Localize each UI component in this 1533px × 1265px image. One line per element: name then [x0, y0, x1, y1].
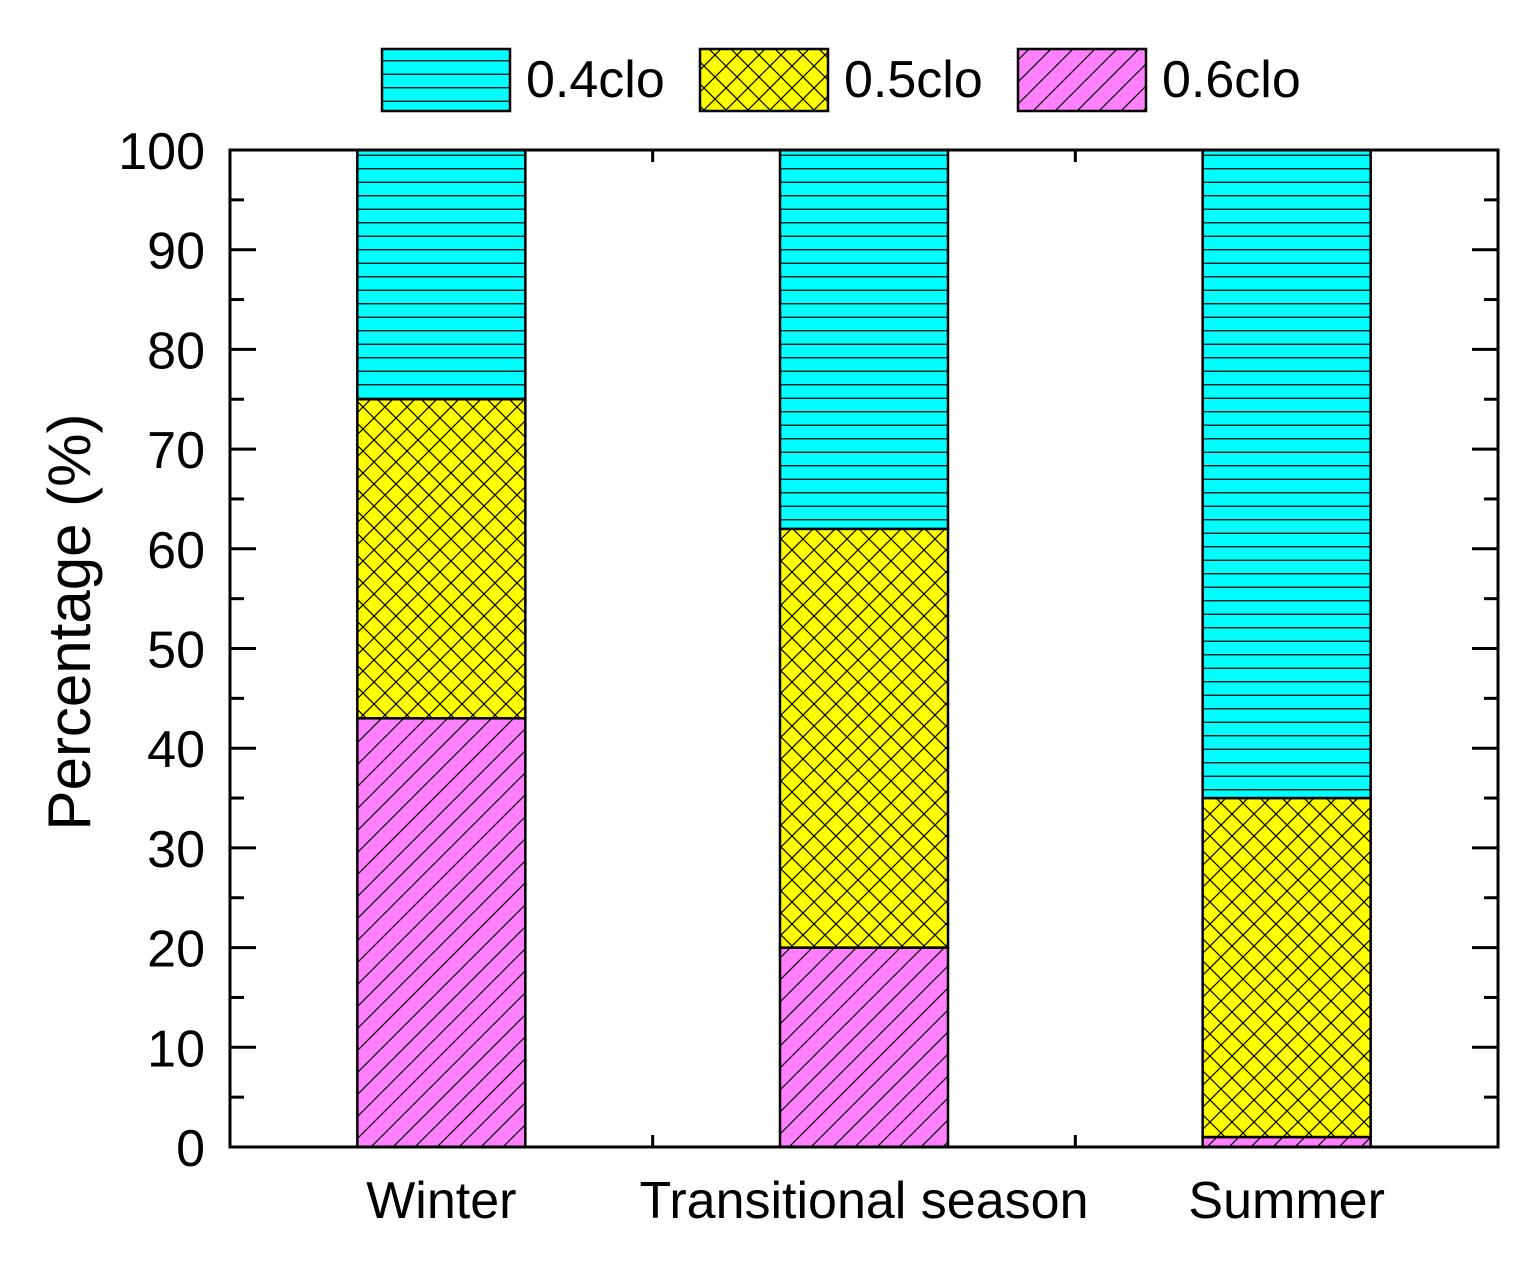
bar-winter-06clo — [356, 717, 527, 1149]
y-tick-label: 20 — [147, 921, 205, 979]
y-tick-label: 0 — [176, 1120, 205, 1178]
bar-winter-05clo — [356, 398, 527, 720]
y-tick-label: 90 — [147, 223, 205, 281]
bar-transitional-season-05clo — [778, 527, 950, 949]
bar-transitional-season-06clo — [778, 946, 950, 1149]
legend-label-06clo: 0.6clo — [1162, 51, 1301, 109]
legend-swatch-05clo — [698, 47, 830, 113]
y-tick-label: 100 — [118, 123, 205, 181]
bars-layer — [356, 148, 1372, 1149]
y-tick-label: 30 — [147, 821, 205, 879]
y-axis-label: Percentage (%) — [36, 414, 103, 831]
y-tick-label: 10 — [147, 1020, 205, 1078]
bar-summer-04clo — [1201, 148, 1372, 800]
y-tick-label: 40 — [147, 721, 205, 779]
legend-swatch-06clo — [1016, 47, 1148, 113]
x-tick-label: Winter — [366, 1172, 516, 1230]
bar-transitional-season-04clo — [778, 148, 950, 531]
y-tick-label: 70 — [147, 422, 205, 480]
x-tick-labels: Winter Transitional season Summer — [366, 1172, 1385, 1230]
y-tick-label: 80 — [147, 322, 205, 380]
x-tick-label: Summer — [1188, 1172, 1384, 1230]
bar-winter-04clo — [356, 148, 527, 401]
legend-label-04clo: 0.4clo — [526, 51, 665, 109]
y-tick-label: 50 — [147, 622, 205, 680]
legend: 0.4clo 0.5clo 0.6clo — [380, 47, 1301, 113]
y-tick-label: 60 — [147, 522, 205, 580]
x-tick-label: Transitional season — [640, 1172, 1089, 1230]
bar-summer-05clo — [1201, 796, 1372, 1139]
axis-ticks — [230, 148, 1498, 1149]
legend-swatch-04clo — [380, 47, 512, 113]
legend-label-05clo: 0.5clo — [844, 51, 983, 109]
y-tick-labels: 0 10 20 30 40 50 60 70 80 90 100 — [118, 123, 205, 1178]
